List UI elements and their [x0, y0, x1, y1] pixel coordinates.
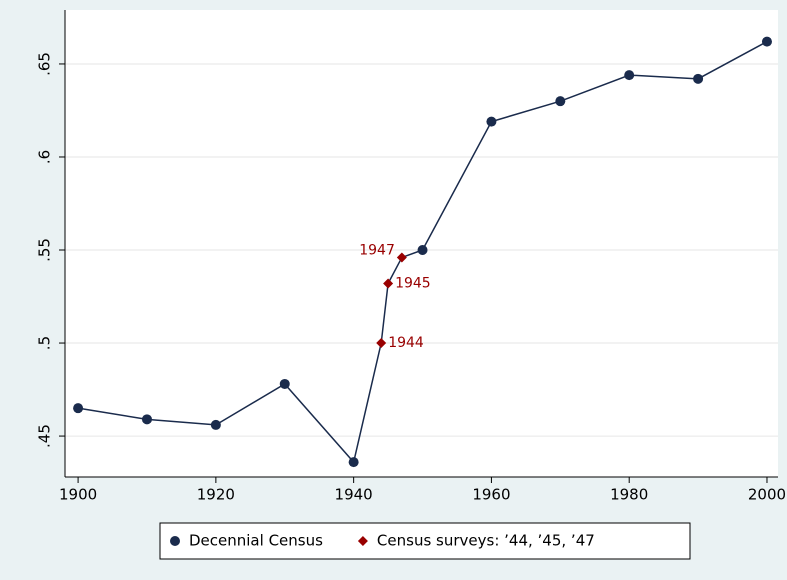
legend-marker	[170, 536, 180, 546]
point	[396, 252, 407, 263]
x-tick-label: 1900	[59, 486, 97, 504]
point	[383, 278, 394, 289]
point	[376, 338, 387, 349]
x-tick-label: 1920	[197, 486, 235, 504]
y-tick-label: .6	[36, 150, 54, 164]
point	[73, 403, 84, 414]
point-label: 1947	[359, 242, 395, 258]
point	[279, 378, 290, 389]
line	[77, 40, 768, 464]
legend-box	[159, 522, 691, 560]
point	[348, 457, 359, 468]
y-tick-label: .5	[36, 336, 54, 350]
y-tick-label: .55	[36, 238, 54, 262]
point	[555, 96, 566, 107]
legend-marker	[357, 536, 368, 546]
y-tick-label: .45	[36, 424, 54, 448]
point	[141, 414, 152, 425]
x-tick-label: 2000	[748, 486, 786, 504]
point-label: 1945	[395, 276, 431, 292]
plot-area	[65, 10, 778, 477]
point	[761, 36, 772, 47]
x-tick-label: 1980	[610, 486, 648, 504]
point	[486, 116, 497, 127]
point	[417, 245, 428, 256]
point	[210, 419, 221, 430]
y-tick-label: .65	[36, 52, 54, 76]
legend-label: Census surveys: ’44, ’45, ’47	[377, 532, 595, 550]
point	[624, 70, 635, 81]
x-tick-label: 1940	[335, 486, 373, 504]
x-tick-label: 1960	[472, 486, 510, 504]
legend-label: Decennial Census	[189, 532, 323, 550]
point-label: 1944	[388, 335, 424, 351]
point	[693, 73, 704, 84]
